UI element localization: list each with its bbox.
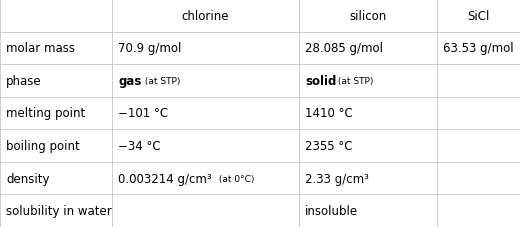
Text: −101 °C: −101 °C bbox=[118, 107, 168, 120]
Text: silicon: silicon bbox=[349, 10, 386, 23]
Text: 70.9 g/mol: 70.9 g/mol bbox=[118, 42, 181, 55]
Text: 28.085 g/mol: 28.085 g/mol bbox=[305, 42, 383, 55]
Text: molar mass: molar mass bbox=[6, 42, 75, 55]
Text: SiCl: SiCl bbox=[467, 10, 490, 23]
Text: 63.53 g/mol: 63.53 g/mol bbox=[443, 42, 514, 55]
Text: melting point: melting point bbox=[6, 107, 85, 120]
Text: 2.33 g/cm³: 2.33 g/cm³ bbox=[305, 172, 369, 185]
Text: −34 °C: −34 °C bbox=[118, 139, 161, 152]
Text: boiling point: boiling point bbox=[6, 139, 80, 152]
Text: insoluble: insoluble bbox=[305, 204, 358, 217]
Text: 0.003214 g/cm³: 0.003214 g/cm³ bbox=[118, 172, 212, 185]
Text: (at 0°C): (at 0°C) bbox=[216, 174, 254, 183]
Text: phase: phase bbox=[6, 75, 42, 88]
Text: chlorine: chlorine bbox=[181, 10, 229, 23]
Text: solid: solid bbox=[305, 75, 336, 88]
Text: density: density bbox=[6, 172, 50, 185]
Text: 2355 °C: 2355 °C bbox=[305, 139, 353, 152]
Text: 1410 °C: 1410 °C bbox=[305, 107, 353, 120]
Text: solubility in water: solubility in water bbox=[6, 204, 112, 217]
Text: gas: gas bbox=[118, 75, 141, 88]
Text: (at STP): (at STP) bbox=[335, 76, 374, 86]
Text: (at STP): (at STP) bbox=[142, 76, 180, 86]
